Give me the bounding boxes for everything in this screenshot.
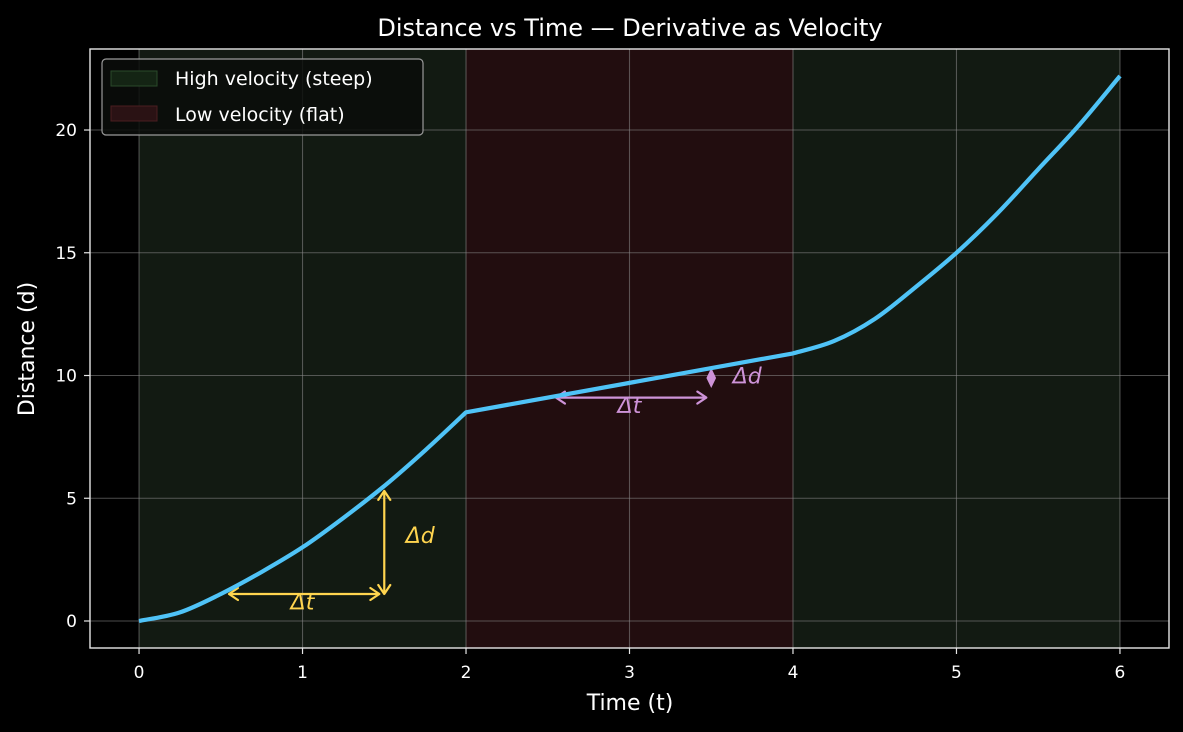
annotation-delta-t: Δt (227, 586, 381, 615)
delta-d-arrow (706, 367, 717, 389)
arrowhead-icon (377, 583, 392, 596)
y-tick-label: 5 (66, 489, 77, 509)
arrowhead-icon (377, 489, 392, 501)
legend-label-low-velocity: Low velocity (flat) (175, 104, 345, 126)
legend-label-high-velocity: High velocity (steep) (175, 68, 373, 90)
annotation-delta-t: Δt (554, 390, 708, 419)
y-tick-label: 15 (55, 244, 77, 264)
x-tick-label: 0 (134, 663, 145, 683)
axis-ticks: 0 1 2 3 4 5 6 0 5 10 15 20 (55, 121, 1125, 683)
legend-swatch-low-velocity (110, 105, 158, 122)
legend-frame (101, 58, 424, 136)
legend: High velocity (steep) Low velocity (flat… (101, 58, 424, 136)
plot-area: Δt Δd Δt Δd 0 1 2 3 4 5 6 0 5 10 15 20 (55, 48, 1170, 683)
annotation-label: Δd (404, 524, 436, 549)
arrowhead-icon (696, 390, 708, 405)
y-tick-label: 10 (55, 367, 77, 387)
annotations: Δt Δd Δt Δd (227, 365, 763, 615)
y-tick-label: 0 (66, 612, 77, 632)
y-tick-label: 20 (55, 121, 77, 141)
annotation-label: Δd (731, 365, 763, 390)
annotation-label: Δt (289, 590, 316, 615)
annotation-delta-d: Δd (377, 489, 436, 596)
x-axis-label: Time (t) (586, 691, 674, 716)
x-tick-label: 4 (788, 663, 799, 683)
y-axis-label: Distance (d) (15, 282, 40, 416)
x-tick-label: 2 (461, 663, 472, 683)
annotation-delta-d: Δd (706, 365, 763, 390)
chart-title: Distance vs Time — Derivative as Velocit… (377, 14, 882, 42)
x-tick-label: 1 (297, 663, 308, 683)
x-tick-label: 5 (951, 663, 962, 683)
legend-swatch-high-velocity (110, 70, 158, 87)
distance-curve (138, 74, 1122, 624)
x-tick-label: 3 (624, 663, 635, 683)
annotation-label: Δt (616, 394, 643, 419)
arrowhead-icon (227, 586, 240, 602)
x-tick-label: 6 (1115, 663, 1126, 683)
arrowhead-icon (369, 586, 381, 602)
